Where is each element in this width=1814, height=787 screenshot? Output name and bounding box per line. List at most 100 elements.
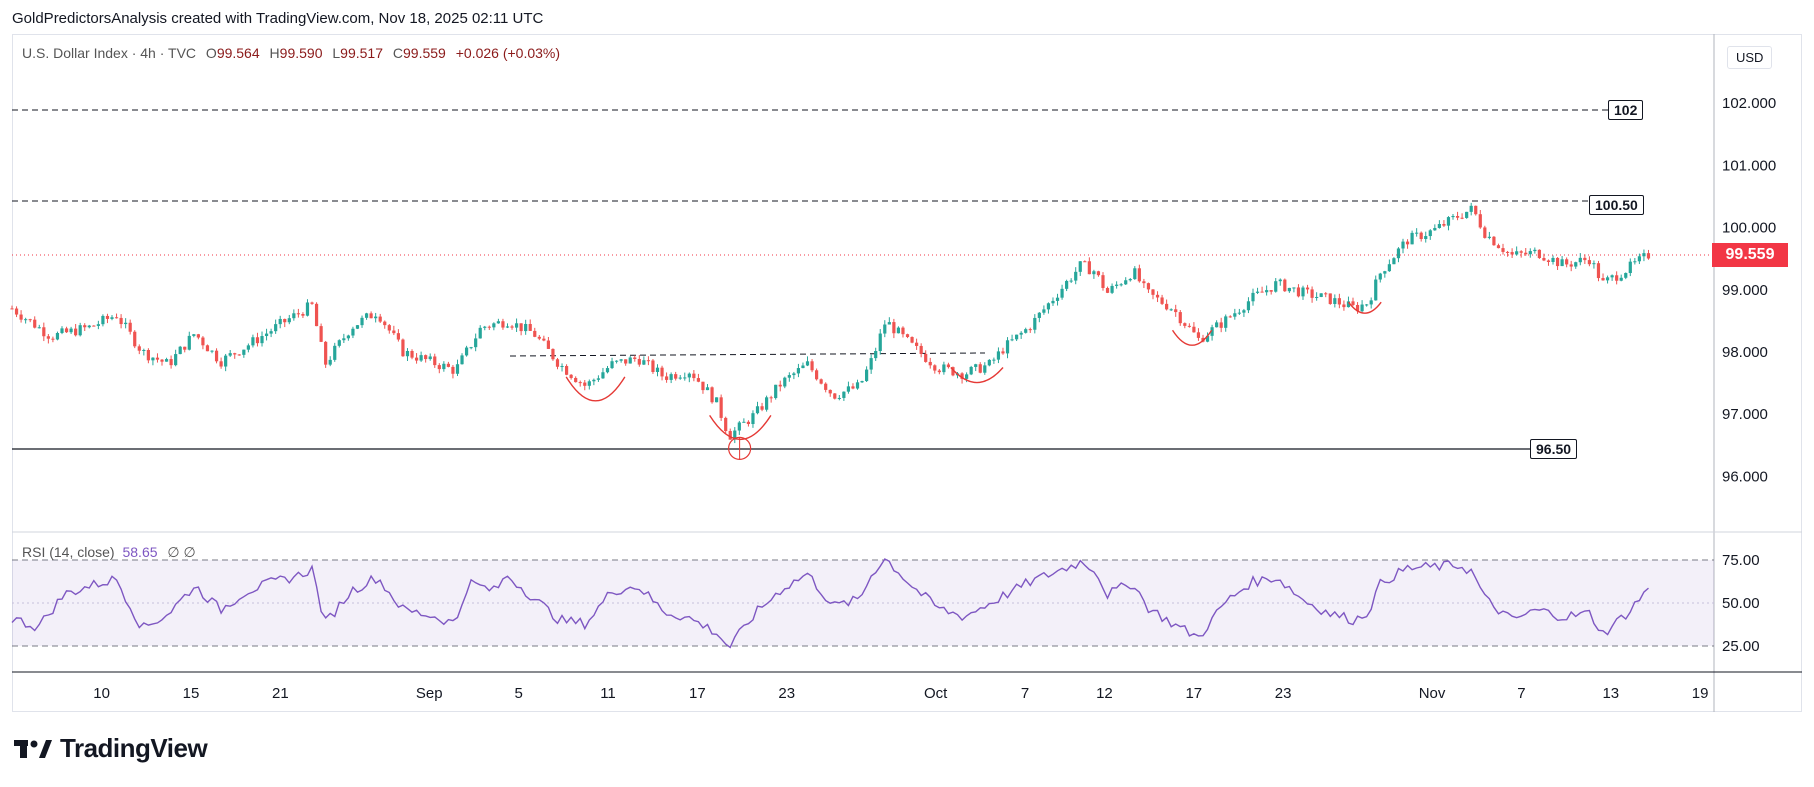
candle-body xyxy=(1001,351,1005,354)
candle-body xyxy=(633,357,637,359)
candle-body xyxy=(319,326,323,342)
candle-body xyxy=(224,355,228,367)
candle-body xyxy=(310,302,314,304)
candle-body xyxy=(937,370,941,373)
rsi-axis[interactable]: 75.00 50.00 25.00 xyxy=(1722,552,1760,655)
candle-body xyxy=(128,322,132,332)
candle-body xyxy=(1060,288,1064,298)
candle-body xyxy=(524,323,528,332)
candle-body xyxy=(610,361,614,369)
candle-body xyxy=(1555,257,1560,267)
candle-body xyxy=(87,325,91,328)
tradingview-logo[interactable]: TradingView xyxy=(14,733,208,764)
time-tick-label: Oct xyxy=(924,685,948,702)
candle-body xyxy=(1137,268,1141,282)
candle-body xyxy=(1205,335,1210,342)
level-100-50-label[interactable]: 100.50 xyxy=(1589,195,1644,215)
rsi-legend[interactable]: RSI (14, close) 58.65 ∅ ∅ xyxy=(22,544,196,561)
candle-body xyxy=(1128,279,1132,281)
rsi-line xyxy=(11,558,1649,649)
candle-body xyxy=(124,322,128,325)
candle-body xyxy=(1633,261,1637,263)
candle-body xyxy=(887,322,891,325)
candle-body xyxy=(278,318,282,325)
candle-body xyxy=(1192,326,1196,333)
candle-body xyxy=(1510,252,1514,255)
candle-body xyxy=(1496,245,1501,249)
candle-body xyxy=(905,334,910,338)
candle-body xyxy=(164,359,169,362)
candle-body xyxy=(851,386,855,389)
price-tick-label: 101.000 xyxy=(1722,157,1776,174)
time-tick-label: 7 xyxy=(1021,685,1029,702)
brand-name: TradingView xyxy=(60,733,208,763)
candle-body xyxy=(328,359,332,365)
candle-body xyxy=(474,338,478,348)
candle-body xyxy=(1265,290,1269,293)
candle-body xyxy=(696,378,701,382)
candle-body xyxy=(569,374,573,378)
candle-body xyxy=(842,391,846,398)
candle-body xyxy=(564,366,569,375)
level-96-50-label[interactable]: 96.50 xyxy=(1530,439,1578,459)
candle-body xyxy=(1315,296,1319,298)
candle-body xyxy=(414,357,419,361)
candle-body xyxy=(1569,264,1573,267)
candle-body xyxy=(987,359,991,366)
candle-body xyxy=(774,384,778,399)
candle-body xyxy=(51,338,55,340)
neckline[interactable] xyxy=(509,352,986,357)
candle-body xyxy=(805,361,810,366)
candle-body xyxy=(1274,281,1278,292)
candle-body xyxy=(19,314,23,320)
candle-body xyxy=(1246,301,1251,311)
candle-body xyxy=(892,322,896,334)
candle-body xyxy=(910,337,914,343)
candle-body xyxy=(578,382,582,384)
candle-body xyxy=(787,375,791,378)
candle-body xyxy=(792,373,796,376)
chart-frame xyxy=(12,34,1802,712)
candle-body xyxy=(1055,297,1060,301)
symbol-name[interactable]: U.S. Dollar Index · 4h · TVC xyxy=(22,45,197,61)
candle-body xyxy=(1346,301,1351,308)
candle-body xyxy=(619,359,623,361)
candle-body xyxy=(651,360,655,372)
candle-body xyxy=(783,377,787,387)
candle-body xyxy=(810,361,814,371)
last-price-tag: 99.559 xyxy=(1712,243,1788,267)
candle-body xyxy=(1615,275,1619,281)
candle-body xyxy=(1251,292,1255,302)
candle-body xyxy=(405,350,410,357)
candle-body xyxy=(1387,264,1391,272)
price-tick-label: 102.000 xyxy=(1722,95,1776,112)
candle-body xyxy=(692,373,696,379)
candle-body xyxy=(374,316,378,319)
candle-body xyxy=(865,369,869,382)
candle-body xyxy=(714,397,719,403)
candle-body xyxy=(1474,205,1478,215)
candle-body xyxy=(1483,227,1487,238)
candle-body xyxy=(460,355,464,365)
level-102-label[interactable]: 102 xyxy=(1608,100,1644,120)
symbol-legend[interactable]: U.S. Dollar Index · 4h · TVC O99.564 H99… xyxy=(22,45,560,61)
candle-body xyxy=(64,328,69,333)
candle-body xyxy=(760,406,764,410)
candle-body xyxy=(1178,312,1182,324)
candle-body xyxy=(1419,232,1423,240)
candle-body xyxy=(196,334,200,338)
candle-body xyxy=(1074,271,1078,281)
candle-body xyxy=(1255,291,1260,293)
candles xyxy=(10,202,1651,444)
price-axis[interactable]: 102.000 101.000 100.000 99.000 98.000 97.000 9… xyxy=(1722,95,1776,485)
candle-body xyxy=(514,323,519,328)
candle-body xyxy=(433,356,437,366)
time-axis[interactable]: 10 15 21 Sep 5 11 17 23 Oct 7 12 17 23 Nov 7 13 19 xyxy=(93,685,1708,702)
candle-body xyxy=(1278,279,1282,282)
candle-body xyxy=(1437,224,1441,228)
candle-body xyxy=(192,334,196,336)
candle-body xyxy=(528,323,532,331)
currency-button[interactable]: USD xyxy=(1727,46,1773,69)
candle-body xyxy=(1560,259,1564,267)
